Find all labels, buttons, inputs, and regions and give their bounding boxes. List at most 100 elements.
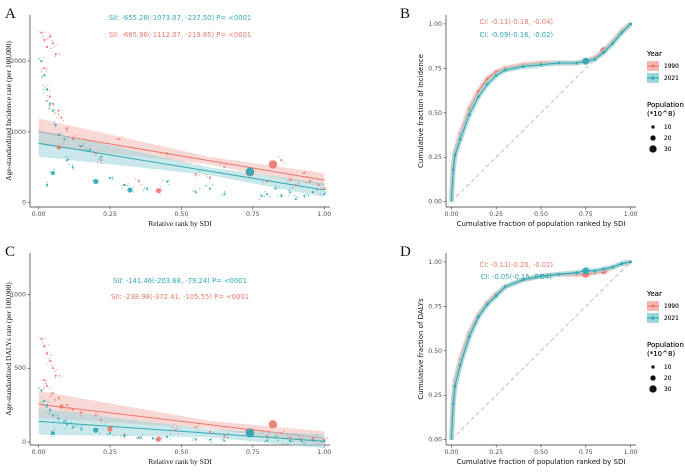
jitter-point-1990	[303, 441, 305, 443]
jitter-point-2021	[40, 71, 43, 73]
annotation-2021: CI: -0.05(-0.15, 0.04)	[481, 273, 552, 281]
jitter-point-1990	[292, 175, 294, 177]
jitter-point-1990	[68, 409, 70, 411]
jitter-point-1990	[197, 423, 199, 425]
annotation-2021: SII: -141.46(-203.68, -79.24) P= <0001	[113, 277, 247, 285]
data-point-2021	[123, 435, 126, 438]
curve-point-2021	[575, 61, 579, 65]
curve-point-2021	[467, 335, 471, 338]
jitter-point-1990	[140, 184, 142, 186]
jitter-point-2021	[245, 430, 247, 432]
jitter-point-2021	[263, 440, 265, 443]
jitter-point-2021	[264, 191, 266, 193]
jitter-point-2021	[324, 191, 326, 193]
jitter-point-1990	[47, 38, 49, 40]
jitter-point-2021	[292, 440, 294, 443]
jitter-point-2021	[298, 438, 300, 440]
jitter-point-1990	[46, 352, 48, 354]
jitter-point-1990	[47, 344, 49, 346]
jitter-point-2021	[195, 440, 197, 442]
jitter-point-1990	[276, 425, 278, 427]
jitter-point-1990	[64, 409, 66, 411]
curve-point-2021	[539, 63, 543, 67]
data-point-1990	[268, 160, 278, 169]
legend-title-population: Population	[647, 101, 684, 109]
data-point-2021	[194, 438, 197, 441]
y-tick-label: 2000	[10, 58, 26, 65]
data-point-2021	[280, 194, 283, 197]
x-tick-label: 1.00	[624, 211, 638, 218]
jitter-point-2021	[277, 194, 279, 197]
legend-size-key-20	[650, 375, 656, 381]
legend-size-label-20: 20	[664, 376, 672, 382]
curve-point-2021	[467, 113, 471, 116]
data-point-2021	[71, 166, 74, 169]
curve-point-1990	[485, 77, 489, 81]
jitter-point-2021	[40, 396, 43, 398]
data-point-1990	[194, 173, 197, 176]
jitter-point-1990	[50, 354, 52, 356]
jitter-point-2021	[49, 410, 51, 412]
jitter-point-2021	[43, 89, 45, 91]
jitter-point-1990	[309, 179, 311, 181]
x-tick-label: 0.25	[489, 211, 503, 218]
data-point-2021	[266, 193, 269, 196]
jitter-point-1990	[44, 86, 47, 88]
y-tick-label: 0.00	[428, 199, 442, 206]
data-point-2021	[108, 432, 112, 435]
jitter-point-1990	[42, 35, 44, 38]
legend-title-population: Population	[647, 341, 684, 349]
data-point-1990	[266, 435, 269, 438]
data-point-1990	[137, 180, 140, 183]
data-point-2021	[300, 440, 303, 443]
curve-point-2021	[453, 154, 457, 157]
jitter-point-2021	[205, 438, 207, 440]
jitter-point-2021	[288, 189, 290, 191]
data-point-1990	[266, 180, 269, 183]
jitter-point-1990	[59, 406, 61, 408]
jitter-point-1990	[98, 419, 100, 421]
legend-size-label-20: 20	[664, 136, 672, 142]
jitter-point-1990	[166, 154, 168, 156]
legend-title-population-unit: (*10^8)	[647, 110, 675, 118]
data-point-1990	[323, 187, 326, 190]
jitter-point-1990	[58, 53, 60, 55]
jitter-point-2021	[41, 77, 43, 79]
jitter-point-2021	[227, 437, 229, 439]
jitter-point-1990	[69, 406, 71, 408]
jitter-point-1990	[49, 90, 51, 92]
jitter-point-1990	[271, 424, 273, 426]
jitter-point-2021	[313, 437, 315, 439]
jitter-point-1990	[47, 98, 50, 100]
legend-size-key-20	[650, 135, 656, 141]
data-point-2021	[245, 429, 255, 438]
jitter-point-2021	[120, 434, 122, 436]
jitter-point-1990	[48, 106, 50, 108]
x-tick-label: 0.50	[534, 449, 548, 456]
jitter-point-1990	[46, 38, 48, 40]
jitter-point-2021	[296, 196, 299, 198]
jitter-point-1990	[315, 434, 317, 436]
jitter-point-1990	[161, 437, 163, 439]
jitter-point-1990	[321, 441, 323, 443]
data-point-1990	[280, 432, 283, 435]
jitter-point-1990	[46, 46, 48, 49]
jitter-point-1990	[58, 374, 60, 377]
legend-label-1990: 1990	[664, 304, 679, 310]
x-axis-title: Cumulative fraction of population ranked…	[457, 458, 626, 466]
jitter-point-2021	[304, 196, 306, 198]
jitter-point-2021	[65, 156, 67, 158]
jitter-point-1990	[79, 413, 81, 415]
y-tick-label: 0.00	[428, 437, 442, 444]
x-tick-label: 0.50	[534, 211, 548, 218]
jitter-point-2021	[93, 151, 95, 153]
data-point-1990	[56, 145, 61, 150]
jitter-point-1990	[56, 369, 58, 371]
curve-point-2021	[602, 50, 606, 54]
jitter-point-1990	[49, 387, 51, 389]
jitter-point-1990	[74, 134, 76, 136]
jitter-point-2021	[46, 182, 48, 184]
jitter-point-1990	[45, 70, 47, 72]
data-point-2021	[208, 187, 212, 190]
jitter-point-2021	[60, 134, 62, 136]
